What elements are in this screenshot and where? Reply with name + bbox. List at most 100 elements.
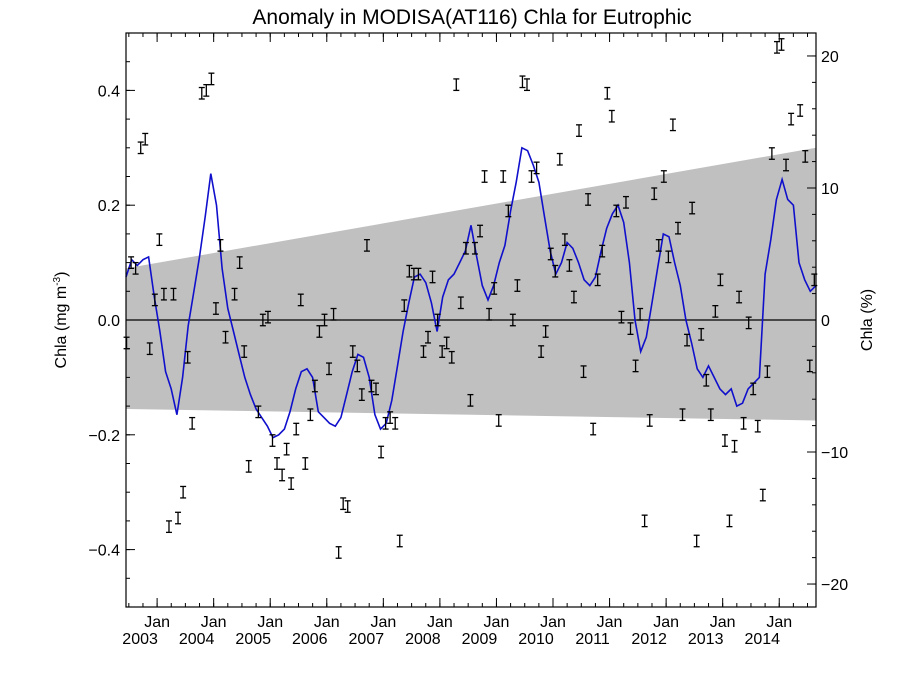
x-tick-label-year: 2014 [744,631,780,648]
data-point-error-bar [170,287,177,301]
data-point-error-bar [396,534,403,548]
data-point-error-bar [293,422,300,436]
x-tick-label-year: 2008 [405,631,441,648]
data-point-error-bar [471,241,478,255]
data-point-error-bar [349,345,356,358]
data-point-error-bar [236,256,243,269]
data-point-error-bar [486,307,493,321]
data-point-error-bar [797,104,804,117]
data-point-error-bar [491,282,498,295]
data-point-error-bar [269,434,276,447]
chart-title: Anomaly in MODISA(AT116) Chla for Eutrop… [252,6,691,29]
data-point-error-bar [255,405,262,419]
data-point-error-bar [217,238,224,252]
data-point-error-bar [689,201,696,215]
data-point-error-bar [806,359,813,373]
data-point-error-bar [297,293,304,307]
data-point-error-bar [231,287,238,301]
data-point-error-bar [660,170,667,183]
data-point-error-bar [151,293,158,307]
smoothed-anomaly-line [125,146,817,439]
data-point-error-bar [576,124,583,137]
data-point-error-bar [420,345,427,358]
data-point-error-bar [675,221,681,235]
data-point-error-bar [679,408,686,422]
data-point-error-bar [354,359,361,373]
data-point-error-bar [693,534,700,548]
data-point-error-bar [590,422,597,436]
data-point-error-bar [208,72,215,86]
y-tick-label-right: 20 [821,49,839,66]
data-point-error-bar [326,362,333,376]
data-point-error-bar [302,457,309,470]
data-point-error-bar [363,238,370,252]
data-point-error-bar [203,84,210,97]
data-point-error-bar [443,336,450,350]
data-point-error-bar [570,290,577,304]
data-point-error-bar [184,350,191,364]
data-point-error-bar [608,109,615,123]
data-point-error-bar [561,233,568,247]
data-point-error-bar [222,330,229,344]
data-point-error-bar [505,204,512,218]
data-point-error-bar [788,112,795,126]
data-point-error-bar [330,307,337,321]
data-point-error-bar [283,442,290,456]
data-point-error-bar [439,345,446,358]
data-point-error-bar [142,132,149,146]
data-point-error-bar [335,546,342,559]
y-tick-label-right: −10 [821,445,848,462]
data-point-error-bar [703,373,710,387]
data-point-error-bar [514,279,521,292]
data-point-error-bar [627,322,634,336]
data-point-error-bar [519,75,526,89]
data-point-error-bar [382,416,389,430]
data-point-error-bar [764,365,771,379]
x-tick-label-year: 2010 [518,631,554,648]
x-tick-label-month: Jan [201,614,227,631]
data-point-error-bar [180,485,187,499]
y-axis-label-left: Chla (mg m-3) [52,272,70,369]
x-tick-label-year: 2006 [292,631,328,648]
data-point-error-bar [165,520,172,534]
x-tick-label-month: Jan [597,614,623,631]
data-point-error-bar [245,459,252,473]
data-point-error-bar [622,195,629,209]
data-point-error-bar [279,468,286,482]
data-point-error-bar [523,78,530,92]
x-tick-label-month: Jan [257,614,283,631]
x-tick-label-month: Jan [484,614,510,631]
data-point-error-bar [415,267,422,281]
x-tick-label-month: Jan [427,614,453,631]
data-point-error-bar [731,439,738,453]
data-point-error-bar [745,316,752,330]
y-axis-label-superscript: -3 [52,276,63,285]
data-point-error-bar [556,152,563,166]
x-tick-label-month: Jan [653,614,679,631]
data-point-error-bar [425,330,432,344]
data-point-error-bar [316,325,323,338]
data-point-error-bar [721,434,728,447]
trend-band [126,147,816,421]
data-point-error-bar [372,382,379,396]
data-point-error-bar [552,264,559,278]
data-point-error-bar [137,141,144,155]
data-point-error-bar [726,514,733,528]
data-point-error-bar [740,416,747,430]
data-point-error-bar [477,224,484,238]
x-tick-label-year: 2011 [575,631,610,648]
y-axis-label-close: ) [53,272,70,277]
data-point-error-bar [156,233,163,247]
data-point-error-bar [613,204,620,218]
data-point-error-bar [759,488,766,502]
data-point-error-bar [585,193,592,206]
band-layer [126,147,816,421]
data-point-error-bar [538,345,545,358]
data-point-error-bar [698,327,705,341]
data-point-error-bar [750,382,757,396]
x-tick-label-year: 2003 [122,631,158,648]
data-point-error-bar [754,419,761,433]
data-point-error-bar [340,497,347,511]
x-tick-label-year: 2013 [688,631,724,648]
